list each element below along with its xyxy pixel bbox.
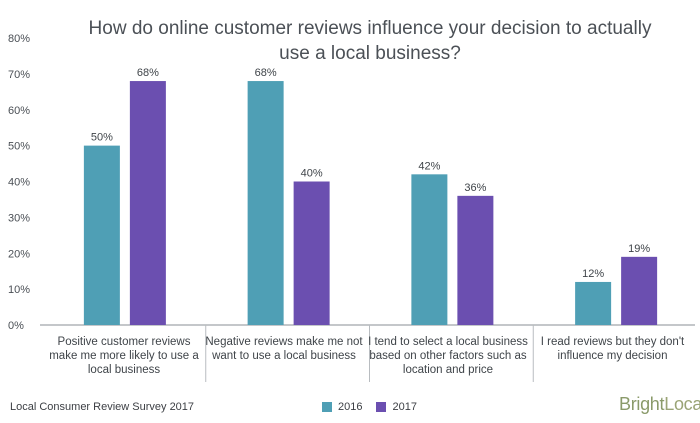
data-label: 42% — [418, 160, 440, 172]
y-tick-label: 70% — [8, 69, 30, 81]
y-tick-label: 50% — [8, 141, 30, 153]
y-tick-label: 20% — [8, 248, 30, 260]
legend-label-2017: 2017 — [392, 401, 417, 413]
category-label-3: I tend to select a local business based … — [368, 336, 528, 376]
category-label-1: Positive customer reviews make me more l… — [49, 336, 199, 376]
bar-2016-3 — [411, 174, 448, 325]
bar-2017-2 — [293, 181, 330, 325]
bar-2017-4 — [621, 256, 658, 325]
data-label: 36% — [464, 182, 486, 194]
y-tick-label: 80% — [8, 33, 30, 45]
legend-item-2017: 2017 — [376, 401, 417, 413]
legend-swatch-2016 — [322, 402, 332, 412]
legend-swatch-2017 — [376, 402, 387, 412]
category-label-2: Negative reviews make me not want to use… — [205, 336, 363, 362]
bar-2016-1 — [83, 145, 120, 325]
bar-2016-4 — [575, 281, 612, 325]
bar-2017-1 — [129, 81, 166, 325]
y-tick-label: 60% — [8, 105, 30, 117]
legend-label-2016: 2016 — [338, 401, 363, 413]
y-tick-label: 40% — [8, 177, 30, 189]
category-label-4: I read reviews but they don't influence … — [540, 336, 685, 362]
data-label: 12% — [582, 268, 604, 280]
data-label: 50% — [91, 132, 113, 144]
data-label: 68% — [137, 67, 159, 79]
bar-2017-3 — [457, 195, 494, 325]
legend: 2016 2017 — [322, 401, 417, 413]
y-tick-label: 0% — [8, 320, 24, 332]
data-label: 19% — [628, 243, 650, 255]
brightlocal-logo: BrightLocal — [619, 394, 700, 414]
chart-title: How do online customer reviews influence… — [88, 18, 652, 64]
bar-2016-2 — [247, 81, 284, 325]
y-tick-label: 30% — [8, 212, 30, 224]
y-tick-label: 10% — [8, 284, 30, 296]
data-label: 68% — [255, 67, 277, 79]
source-note: Local Consumer Review Survey 2017 — [10, 401, 195, 413]
legend-item-2016: 2016 — [322, 401, 362, 413]
data-label: 40% — [301, 168, 323, 180]
